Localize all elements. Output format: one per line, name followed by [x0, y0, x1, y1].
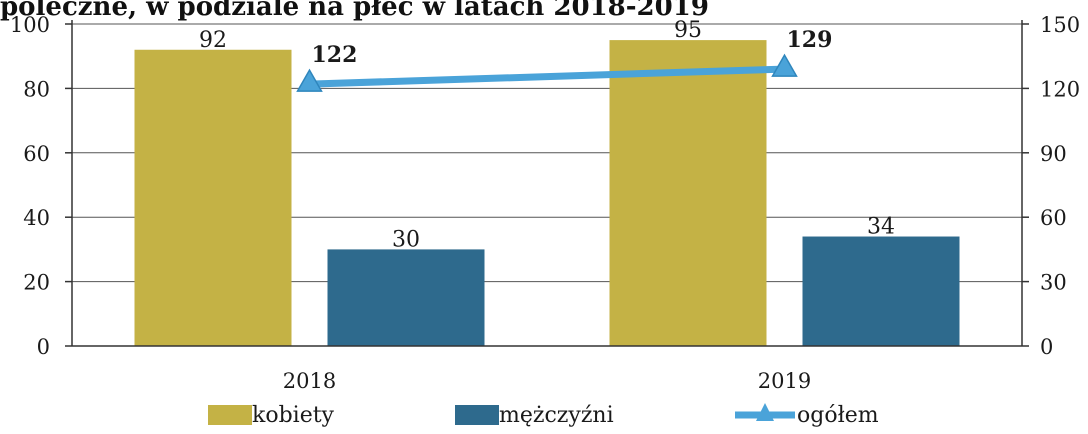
bar	[802, 236, 960, 346]
legend-swatch	[208, 405, 252, 425]
left-tick-label: 60	[23, 142, 50, 166]
line-marker	[296, 68, 323, 92]
left-tick-label: 80	[23, 77, 50, 101]
labels: 92 30 2018 95 34 2019 122 129	[199, 18, 895, 393]
left-tick-label: 0	[37, 335, 50, 359]
right-tick-label: 150	[1040, 13, 1080, 37]
legend-label: mężczyźni	[499, 403, 614, 428]
line-marker	[771, 53, 798, 77]
right-tick-label: 90	[1040, 142, 1067, 166]
left-tick-label: 20	[23, 271, 50, 295]
x-tick-label: 2018	[283, 369, 336, 393]
axes: 0 20 40 60 80 100 0 30 60 90 120 150	[10, 13, 1080, 359]
legend-label: ogółem	[797, 403, 879, 428]
legend: kobiety mężczyźni ogółem	[208, 403, 879, 428]
bars	[134, 40, 960, 346]
line-value-label: 129	[787, 27, 833, 53]
right-tick-label: 120	[1040, 77, 1080, 101]
legend-marker	[756, 403, 774, 421]
bar	[134, 49, 292, 346]
bar	[327, 249, 485, 346]
bar-value-label: 30	[392, 227, 420, 252]
bar	[609, 40, 767, 346]
total-line-path	[309, 65, 785, 88]
line-value-label: 122	[312, 42, 358, 68]
left-tick-label: 40	[23, 206, 50, 230]
bar-value-label: 95	[674, 18, 702, 43]
right-tick-label: 0	[1040, 335, 1053, 359]
x-tick-label: 2019	[758, 369, 811, 393]
right-tick-label: 60	[1040, 206, 1067, 230]
bar-value-label: 34	[867, 215, 895, 240]
total-line	[296, 53, 798, 92]
legend-swatch	[455, 405, 499, 425]
bar-value-label: 92	[199, 28, 227, 53]
chart-title: poleczne, w podziale na płeć w latach 20…	[0, 0, 709, 22]
legend-label: kobiety	[252, 403, 335, 428]
left-tick-label: 100	[10, 13, 50, 37]
right-tick-label: 30	[1040, 271, 1067, 295]
